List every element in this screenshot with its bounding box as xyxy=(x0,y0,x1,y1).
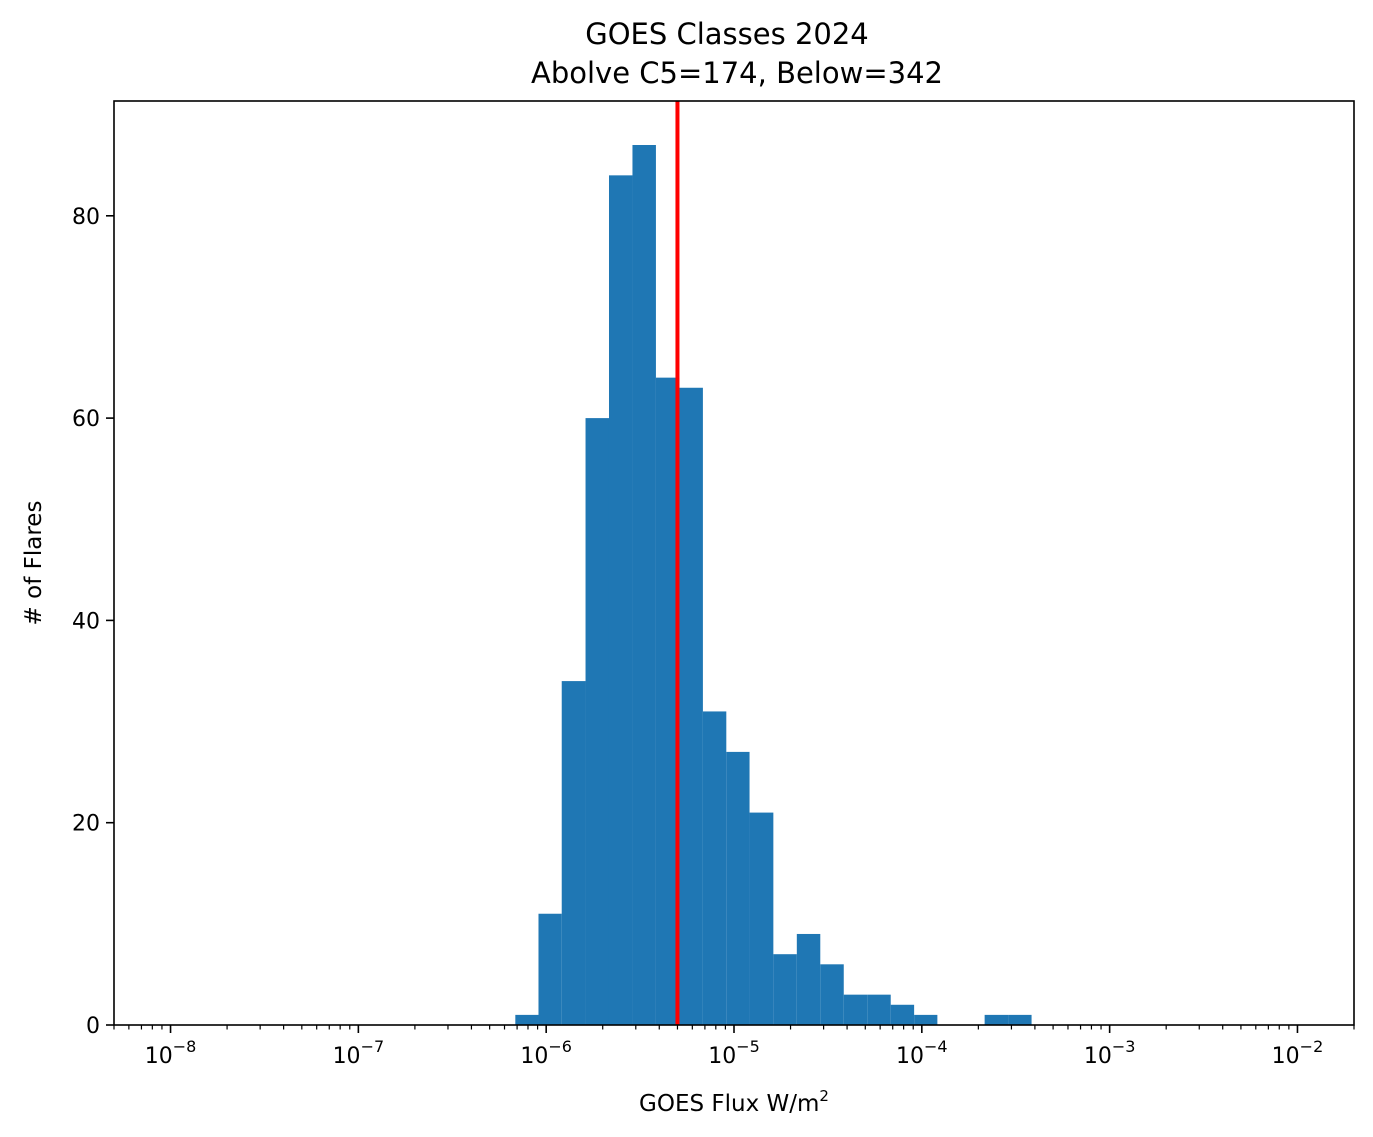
histogram-bar xyxy=(773,954,797,1025)
histogram-bar xyxy=(867,994,891,1025)
histogram-bar xyxy=(820,964,844,1025)
y-tick-label: 0 xyxy=(86,1014,100,1039)
x-tick-label: 10−8 xyxy=(145,1037,197,1069)
histogram-bar xyxy=(538,913,562,1025)
histogram-bar xyxy=(608,175,633,1025)
x-tick-label: 10−4 xyxy=(896,1037,948,1069)
x-tick-label: 10−6 xyxy=(520,1037,572,1069)
y-tick-label: 40 xyxy=(72,609,100,634)
histogram-bar xyxy=(984,1014,1009,1025)
histogram-bar xyxy=(515,1014,539,1025)
histogram-bar xyxy=(1008,1014,1032,1025)
histogram-bar xyxy=(679,387,703,1025)
chart-subtitle: Abolve C5=174, Below=342 xyxy=(531,56,943,90)
histogram-bar xyxy=(702,711,727,1025)
histogram-bar xyxy=(843,994,868,1025)
histogram-bar xyxy=(655,377,680,1025)
plot-frame xyxy=(113,100,1355,1026)
chart-title: GOES Classes 2024 xyxy=(585,17,869,51)
y-tick-label: 20 xyxy=(72,812,100,837)
x-tick-label: 10−2 xyxy=(1272,1037,1324,1069)
x-tick-label: 10−5 xyxy=(708,1037,760,1069)
histogram-bar xyxy=(726,751,750,1025)
histogram-bar xyxy=(749,812,774,1025)
histogram-bar xyxy=(890,1004,915,1025)
y-tick-label: 80 xyxy=(72,205,100,230)
x-tick-label: 10−7 xyxy=(333,1037,385,1069)
histogram-bar xyxy=(561,681,586,1025)
histogram-bar xyxy=(632,145,656,1025)
x-axis-label: GOES Flux W/m2 xyxy=(639,1087,829,1117)
histogram-bar xyxy=(585,418,609,1025)
x-tick-label: 10−3 xyxy=(1084,1037,1136,1069)
x-axis-ticks: 10−8 10−7 10−6 10−5 10−4 10−3 10−2 xyxy=(113,1025,1355,1069)
histogram-bars xyxy=(515,145,1032,1025)
y-axis-ticks: 0 20 40 60 80 xyxy=(72,205,114,1039)
histogram-bar xyxy=(796,933,821,1025)
histogram-bar xyxy=(914,1014,938,1025)
y-tick-label: 60 xyxy=(72,407,100,432)
y-axis-label: # of Flares xyxy=(21,501,47,626)
